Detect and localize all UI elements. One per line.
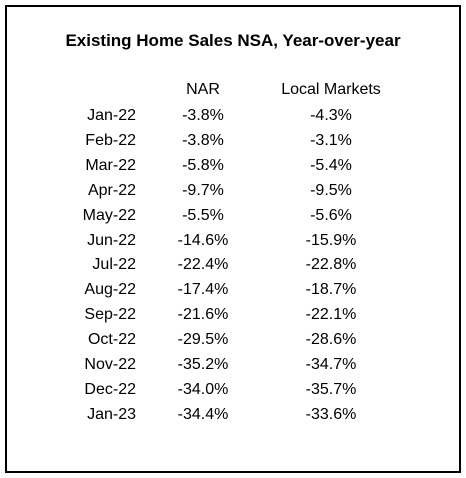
table-cell: -22.8%: [305, 256, 357, 274]
table-cell: -33.6%: [305, 405, 357, 423]
table-cell: -3.8%: [182, 107, 224, 124]
table-cell: -5.8%: [182, 156, 224, 174]
table-cell: -34.0%: [177, 380, 229, 398]
row-label: Apr-22: [87, 181, 136, 199]
row-label: Mar-22: [85, 156, 136, 174]
table-cell: -5.4%: [310, 156, 352, 174]
row-label: Jun-22: [87, 231, 136, 249]
row-label: Aug-22: [84, 281, 136, 299]
row-label: Jul-22: [92, 256, 136, 274]
row-label: Jan-22: [87, 107, 136, 124]
table-cell: -34.4%: [177, 405, 229, 423]
row-label: May-22: [82, 206, 136, 224]
table-cell: -3.1%: [310, 131, 352, 149]
row-label: Sep-22: [84, 306, 136, 324]
row-label: Jan-23: [87, 405, 136, 423]
table-cell: -22.1%: [305, 306, 357, 324]
table-cell: -9.7%: [182, 181, 224, 199]
table-cell: -18.7%: [305, 281, 357, 299]
table-cell: -22.4%: [177, 256, 229, 274]
row-label: Dec-22: [84, 380, 136, 398]
column-header: Local Markets: [281, 81, 381, 98]
table-cell: -5.5%: [182, 206, 224, 224]
row-label: Nov-22: [84, 356, 136, 373]
column-header: NAR: [186, 81, 220, 98]
row-label: Oct-22: [87, 331, 136, 349]
table-cell: -34.7%: [305, 356, 357, 373]
table-cell: -29.5%: [177, 331, 229, 349]
table-title: Existing Home Sales NSA, Year-over-year: [65, 31, 401, 50]
row-label: Feb-22: [85, 131, 136, 149]
table-cell: -21.6%: [177, 306, 229, 324]
table-cell: -14.6%: [177, 231, 229, 249]
table-cell: -3.8%: [182, 131, 224, 149]
table-cell: -17.4%: [177, 281, 229, 299]
table-cell: -35.2%: [177, 356, 229, 373]
table-cell: -4.3%: [310, 107, 352, 124]
table-cell: -9.5%: [310, 181, 352, 199]
table-cell: -15.9%: [305, 231, 357, 249]
table-cell: -28.6%: [305, 331, 357, 349]
table-frame: [5, 5, 461, 473]
table-cell: -5.6%: [310, 206, 352, 224]
table-cell: -35.7%: [305, 380, 357, 398]
